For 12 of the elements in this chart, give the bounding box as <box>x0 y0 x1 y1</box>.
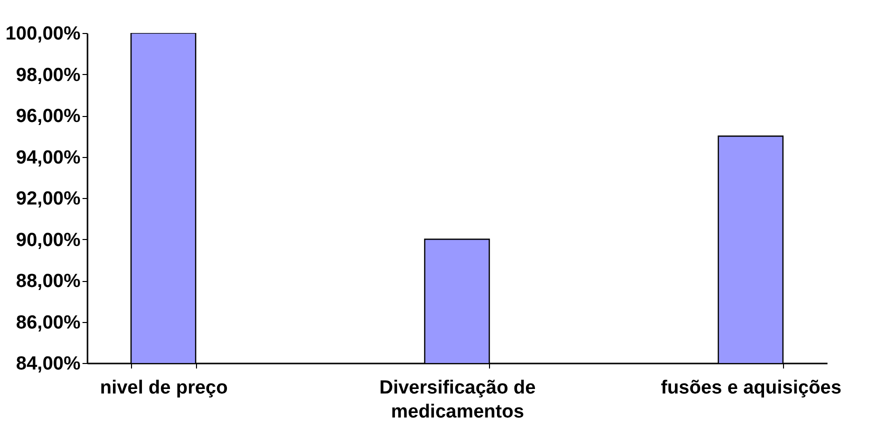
x-tick-label: Diversificação de medicamentos <box>379 378 536 422</box>
y-tick-label: 100,00% <box>5 24 81 44</box>
y-tick-label: 98,00% <box>16 64 81 86</box>
x-tick-label: fusões e aquisições <box>660 378 842 398</box>
y-tick-label: 90,00% <box>16 230 81 251</box>
y-tick-label: 92,00% <box>16 188 81 210</box>
y-tick-label: 84,00% <box>16 354 81 374</box>
y-tick-label: 96,00% <box>16 106 81 127</box>
y-tick-label: 94,00% <box>16 147 81 168</box>
x-tick-label: nivel de preço <box>100 378 228 398</box>
y-tick-label: 86,00% <box>16 312 81 334</box>
y-tick-label: 88,00% <box>16 271 81 292</box>
